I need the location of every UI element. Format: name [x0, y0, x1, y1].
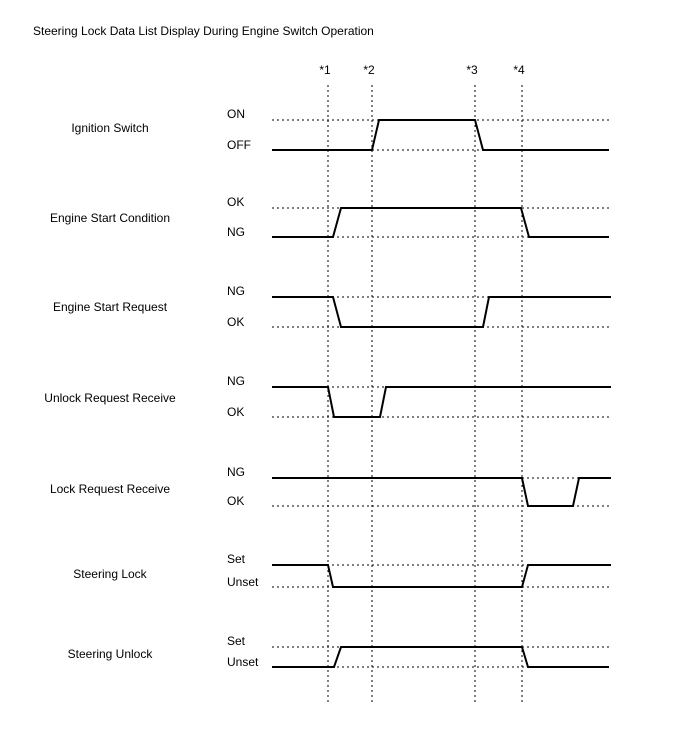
marker-label: *2	[363, 63, 375, 77]
state-label-low: OFF	[227, 138, 251, 152]
state-label-high: Set	[227, 634, 246, 648]
signal-name: Steering Unlock	[68, 647, 154, 661]
state-label-low: Unset	[227, 655, 259, 669]
waveform	[272, 296, 611, 328]
marker-label: *4	[513, 63, 525, 77]
state-label-high: OK	[227, 195, 244, 209]
state-label-low: OK	[227, 315, 244, 329]
signal-name: Lock Request Receive	[50, 482, 170, 496]
state-label-high: ON	[227, 107, 245, 121]
signal-name: Ignition Switch	[71, 121, 148, 135]
state-label-high: NG	[227, 374, 245, 388]
state-label-high: Set	[227, 552, 246, 566]
waveform	[272, 207, 609, 238]
state-label-low: OK	[227, 405, 244, 419]
signal-name: Steering Lock	[73, 567, 147, 581]
signal-name: Engine Start Request	[53, 300, 168, 314]
waveform	[272, 477, 611, 507]
state-label-high: NG	[227, 284, 245, 298]
state-label-high: NG	[227, 465, 245, 479]
waveform	[272, 386, 611, 418]
marker-label: *1	[319, 63, 331, 77]
state-label-low: Unset	[227, 575, 259, 589]
state-label-low: OK	[227, 494, 244, 508]
state-label-low: NG	[227, 225, 245, 239]
waveform	[272, 646, 609, 668]
marker-label: *3	[466, 63, 478, 77]
waveform	[272, 119, 609, 151]
title: Steering Lock Data List Display During E…	[33, 24, 374, 38]
signal-name: Unlock Request Receive	[44, 391, 176, 405]
signal-name: Engine Start Condition	[50, 211, 170, 225]
waveform	[272, 564, 611, 588]
